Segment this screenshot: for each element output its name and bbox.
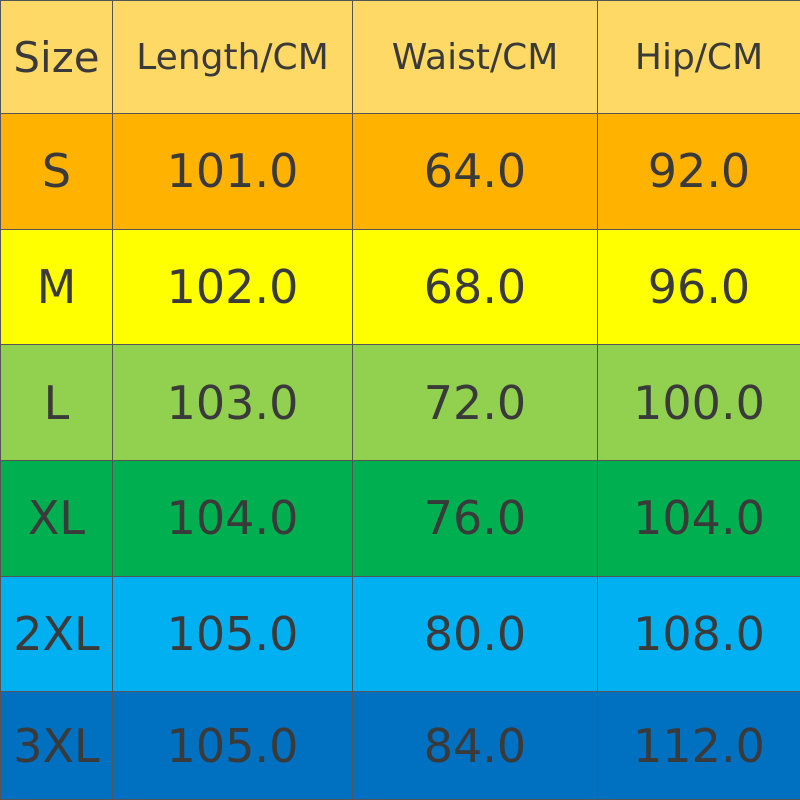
- table-row: S 101.0 64.0 92.0: [0, 113, 800, 230]
- value-cell: 102.0: [112, 228, 353, 346]
- header-row: Size Length/CM Waist/CM Hip/CM: [0, 0, 800, 114]
- header-cell: Waist/CM: [352, 0, 598, 114]
- size-cell: M: [0, 228, 113, 346]
- value-cell: 92.0: [597, 113, 800, 230]
- size-cell: 3XL: [0, 691, 113, 800]
- table-row: L 103.0 72.0 100.0: [0, 344, 800, 462]
- size-cell: XL: [0, 460, 113, 577]
- value-cell: 76.0: [352, 460, 598, 577]
- table-body: S 101.0 64.0 92.0 M 102.0 68.0 96.0 L 103.0 72.0 10…: [0, 113, 800, 800]
- value-cell: 72.0: [352, 344, 598, 462]
- header-cell: Size: [0, 0, 113, 114]
- table-row: 2XL 105.0 80.0 108.0: [0, 575, 800, 693]
- value-cell: 64.0: [352, 113, 598, 230]
- value-cell: 104.0: [112, 460, 353, 577]
- value-cell: 104.0: [597, 460, 800, 577]
- size-cell: 2XL: [0, 575, 113, 693]
- value-cell: 108.0: [597, 575, 800, 693]
- size-cell: L: [0, 344, 113, 462]
- table-row: 3XL 105.0 84.0 112.0: [0, 691, 800, 800]
- value-cell: 112.0: [597, 691, 800, 800]
- value-cell: 84.0: [352, 691, 598, 800]
- value-cell: 105.0: [112, 691, 353, 800]
- header-cell: Hip/CM: [597, 0, 800, 114]
- header-cell: Length/CM: [112, 0, 353, 114]
- value-cell: 68.0: [352, 228, 598, 346]
- value-cell: 101.0: [112, 113, 353, 230]
- value-cell: 100.0: [597, 344, 800, 462]
- value-cell: 105.0: [112, 575, 353, 693]
- value-cell: 103.0: [112, 344, 353, 462]
- table-row: M 102.0 68.0 96.0: [0, 228, 800, 346]
- size-cell: S: [0, 113, 113, 230]
- table-row: XL 104.0 76.0 104.0: [0, 460, 800, 577]
- value-cell: 96.0: [597, 228, 800, 346]
- value-cell: 80.0: [352, 575, 598, 693]
